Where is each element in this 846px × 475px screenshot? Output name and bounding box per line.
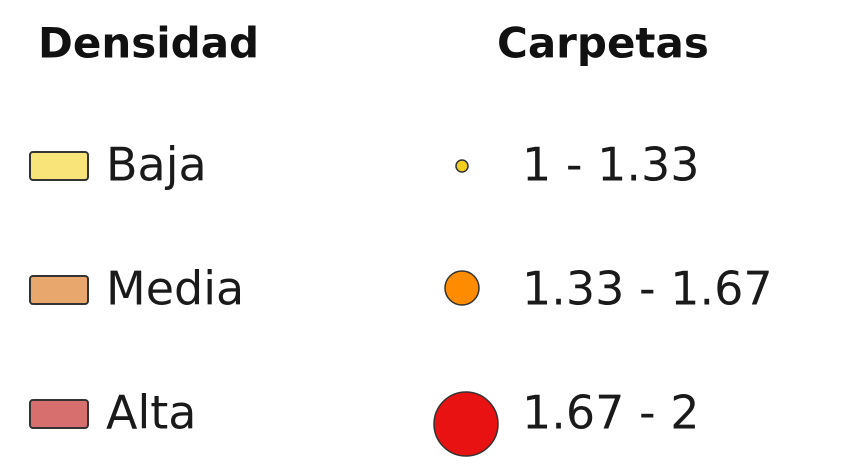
folder-symbol (444, 270, 480, 306)
folder-symbol (433, 391, 499, 457)
folder-label: 1.67 - 2 (522, 386, 700, 440)
density-label: Media (106, 262, 244, 316)
density-swatch (29, 399, 89, 429)
folder-label: 1.33 - 1.67 (522, 262, 773, 316)
density-swatch (29, 151, 89, 181)
folder-label: 1 - 1.33 (522, 138, 700, 192)
folders-title: Carpetas (497, 19, 709, 68)
density-swatch (29, 275, 89, 305)
density-title: Densidad (38, 19, 259, 68)
folder-symbol (455, 159, 469, 173)
density-label: Baja (106, 138, 207, 192)
density-label: Alta (106, 386, 196, 440)
